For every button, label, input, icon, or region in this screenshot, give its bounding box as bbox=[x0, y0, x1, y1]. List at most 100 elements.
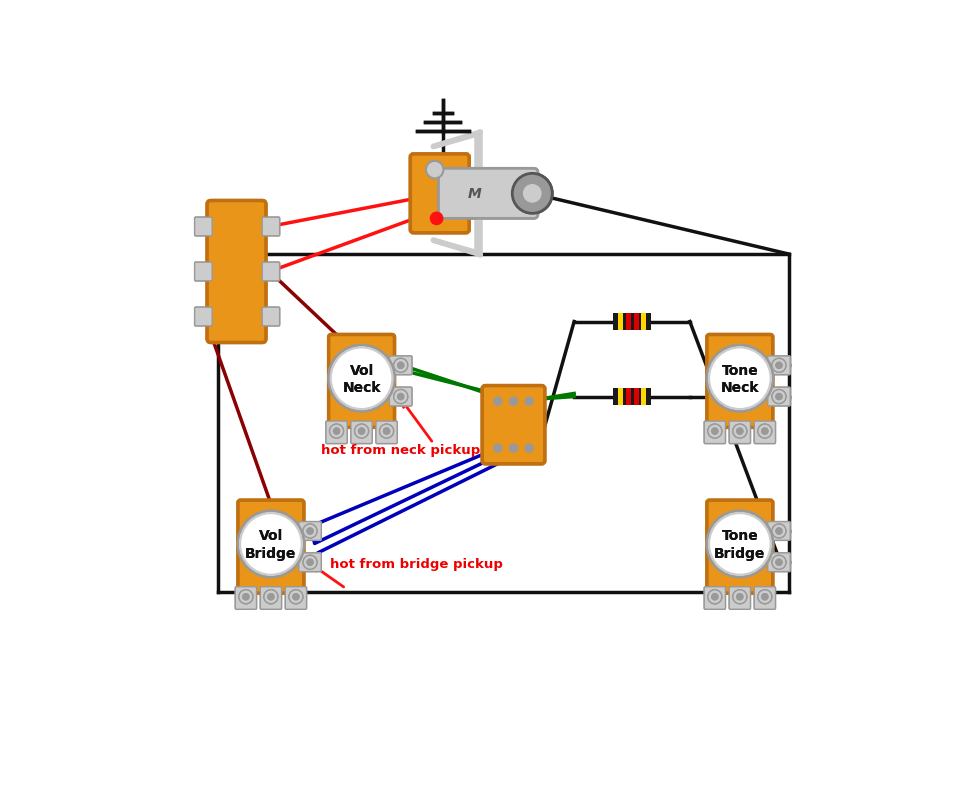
Circle shape bbox=[268, 594, 274, 601]
Circle shape bbox=[775, 559, 783, 566]
Circle shape bbox=[775, 393, 783, 401]
Circle shape bbox=[307, 528, 314, 535]
Circle shape bbox=[196, 310, 211, 324]
FancyBboxPatch shape bbox=[767, 357, 790, 375]
Circle shape bbox=[509, 397, 518, 406]
Text: hot from bridge pickup: hot from bridge pickup bbox=[330, 557, 503, 570]
Circle shape bbox=[379, 424, 394, 439]
FancyBboxPatch shape bbox=[729, 422, 751, 444]
Circle shape bbox=[200, 313, 207, 321]
Circle shape bbox=[520, 393, 538, 410]
FancyBboxPatch shape bbox=[376, 422, 397, 444]
Circle shape bbox=[711, 428, 718, 436]
Circle shape bbox=[493, 444, 503, 453]
FancyBboxPatch shape bbox=[438, 169, 538, 219]
Circle shape bbox=[489, 440, 507, 457]
Circle shape bbox=[493, 397, 503, 406]
FancyBboxPatch shape bbox=[767, 388, 790, 406]
Circle shape bbox=[394, 390, 408, 404]
Polygon shape bbox=[641, 388, 646, 406]
FancyBboxPatch shape bbox=[299, 553, 321, 572]
Circle shape bbox=[329, 424, 344, 439]
FancyBboxPatch shape bbox=[438, 169, 538, 219]
FancyBboxPatch shape bbox=[411, 155, 469, 234]
FancyBboxPatch shape bbox=[263, 307, 279, 327]
Circle shape bbox=[772, 556, 786, 569]
Circle shape bbox=[509, 444, 518, 453]
FancyBboxPatch shape bbox=[351, 422, 372, 444]
Circle shape bbox=[761, 594, 768, 601]
Text: Tone
Bridge: Tone Bridge bbox=[714, 529, 765, 560]
Circle shape bbox=[513, 174, 553, 214]
FancyBboxPatch shape bbox=[195, 218, 212, 237]
Circle shape bbox=[196, 265, 211, 279]
Circle shape bbox=[523, 185, 542, 204]
Circle shape bbox=[394, 358, 408, 373]
FancyBboxPatch shape bbox=[767, 522, 790, 541]
Circle shape bbox=[264, 590, 278, 604]
Circle shape bbox=[709, 347, 771, 410]
FancyBboxPatch shape bbox=[195, 263, 212, 281]
Circle shape bbox=[505, 440, 522, 457]
Polygon shape bbox=[626, 388, 631, 406]
Circle shape bbox=[772, 525, 786, 539]
Circle shape bbox=[264, 265, 278, 279]
Circle shape bbox=[758, 590, 772, 604]
Circle shape bbox=[307, 559, 314, 566]
FancyBboxPatch shape bbox=[767, 522, 790, 541]
Circle shape bbox=[289, 590, 303, 604]
Circle shape bbox=[775, 363, 783, 370]
Circle shape bbox=[761, 428, 768, 436]
FancyBboxPatch shape bbox=[285, 587, 307, 610]
Text: Tone
Neck: Tone Neck bbox=[720, 363, 760, 394]
FancyBboxPatch shape bbox=[207, 201, 266, 343]
Circle shape bbox=[268, 313, 274, 321]
Circle shape bbox=[505, 440, 522, 457]
Circle shape bbox=[709, 513, 771, 576]
Circle shape bbox=[200, 224, 207, 231]
Circle shape bbox=[268, 268, 274, 276]
FancyBboxPatch shape bbox=[261, 587, 281, 610]
FancyBboxPatch shape bbox=[767, 553, 790, 572]
Circle shape bbox=[397, 363, 405, 370]
FancyBboxPatch shape bbox=[261, 587, 281, 610]
Circle shape bbox=[264, 265, 278, 279]
Circle shape bbox=[524, 397, 534, 406]
Circle shape bbox=[772, 525, 786, 539]
Circle shape bbox=[394, 390, 408, 404]
Circle shape bbox=[196, 265, 211, 279]
Circle shape bbox=[520, 440, 538, 457]
Circle shape bbox=[761, 428, 768, 436]
FancyBboxPatch shape bbox=[238, 500, 304, 594]
FancyBboxPatch shape bbox=[326, 422, 347, 444]
Circle shape bbox=[394, 358, 408, 373]
Circle shape bbox=[733, 424, 747, 439]
Circle shape bbox=[524, 444, 534, 453]
Circle shape bbox=[330, 347, 393, 410]
FancyBboxPatch shape bbox=[389, 388, 412, 406]
FancyBboxPatch shape bbox=[328, 335, 395, 427]
Text: hot from neck pickup: hot from neck pickup bbox=[320, 444, 480, 457]
Circle shape bbox=[736, 428, 744, 436]
Circle shape bbox=[708, 590, 722, 604]
Circle shape bbox=[292, 594, 300, 601]
FancyBboxPatch shape bbox=[207, 201, 266, 343]
FancyBboxPatch shape bbox=[767, 388, 790, 406]
Circle shape bbox=[758, 424, 772, 439]
Circle shape bbox=[397, 393, 405, 401]
Circle shape bbox=[289, 590, 303, 604]
Circle shape bbox=[268, 594, 274, 601]
FancyBboxPatch shape bbox=[195, 307, 212, 327]
Circle shape bbox=[772, 390, 786, 404]
Circle shape bbox=[303, 556, 318, 569]
FancyBboxPatch shape bbox=[195, 307, 212, 327]
Circle shape bbox=[489, 393, 507, 410]
Circle shape bbox=[239, 513, 303, 576]
Circle shape bbox=[711, 594, 718, 601]
Text: Vol
Neck: Vol Neck bbox=[342, 363, 381, 394]
Polygon shape bbox=[613, 388, 651, 406]
Circle shape bbox=[333, 428, 340, 436]
Circle shape bbox=[268, 224, 274, 231]
FancyBboxPatch shape bbox=[729, 587, 751, 610]
Circle shape bbox=[239, 590, 253, 604]
